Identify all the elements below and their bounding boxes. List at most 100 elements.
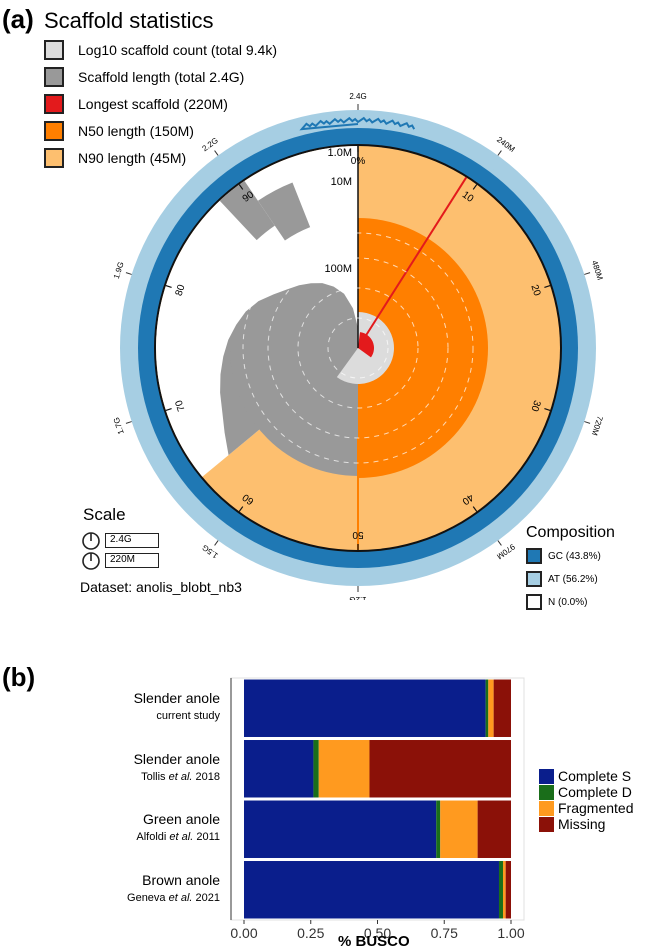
legend-swatch: [44, 94, 64, 114]
busco-bar-segment: [502, 861, 506, 919]
busco-legend-item: Fragmented: [539, 800, 633, 816]
scaffold-legend-item: N50 length (150M): [44, 121, 194, 141]
composition-swatch: [526, 594, 542, 610]
busco-legend-label: Fragmented: [558, 800, 634, 816]
outer-tick-label: 1.2G: [349, 595, 366, 600]
outer-tick: [214, 150, 219, 156]
outer-tick-label: 1.9G: [112, 261, 126, 280]
panel-b-label: (b): [2, 662, 36, 692]
legend-label: Scaffold length (total 2.4G): [78, 69, 245, 85]
scale-value-longest: 220M: [105, 553, 159, 568]
busco-bar-segment: [318, 740, 370, 798]
radial-gridline: [242, 232, 474, 464]
bar-category-sublabel: Alfoldi et al. 2011: [136, 831, 220, 844]
busco-bar-segment: [498, 861, 503, 919]
outer-tick: [584, 272, 591, 275]
inner-tick-label: 0%: [351, 156, 366, 167]
scaffold-legend-item: Longest scaffold (220M): [44, 94, 228, 114]
scale-value-total: 2.4G: [105, 533, 159, 548]
busco-bar-segment: [440, 800, 478, 858]
inner-tick: [165, 285, 172, 289]
inner-tick: [472, 184, 478, 190]
radial-tick-label: 10M: [331, 176, 352, 188]
radial-tick-label: 100M: [324, 263, 352, 275]
busco-legend-swatch: [539, 768, 554, 784]
legend-swatch: [44, 67, 64, 87]
outer-tick-label: 720M: [590, 415, 605, 437]
busco-legend-item: Complete D: [539, 784, 632, 800]
radial-gridline: [267, 257, 449, 439]
busco-bar-segment: [244, 861, 499, 919]
outer-tick-label: 240M: [495, 135, 517, 154]
radial-tick-label: 1.0M: [328, 147, 352, 159]
busco-legend-label: Complete D: [558, 784, 632, 800]
scaffold-legend-item: N90 length (45M): [44, 148, 186, 168]
bar-category-label: Slender anole: [133, 750, 220, 767]
bar-category-label: Green anole: [142, 811, 220, 828]
busco-bar-segment: [488, 679, 494, 737]
snail-plot: 1.0M 10M 100M 2.4G 240M 480M 720M 970M 1.2G 1.5G 1…: [112, 92, 605, 600]
legend-swatch: [44, 40, 64, 60]
scaffold-legend-item: Scaffold length (total 2.4G): [44, 67, 244, 87]
busco-bar-segment: [244, 800, 437, 858]
inner-tick: [544, 407, 551, 411]
busco-bar-segment: [505, 861, 511, 919]
outer-tick: [214, 540, 219, 546]
outer-tick: [125, 421, 132, 424]
radial-gridline: [327, 317, 389, 379]
busco-legend-item: Missing: [539, 816, 605, 832]
inner-tick: [238, 184, 244, 190]
longest-scaffold-area: [358, 332, 374, 358]
outer-tick-label: 1.5G: [201, 543, 220, 560]
inner-tick: [472, 506, 478, 512]
inner-tick-label: 20: [528, 283, 542, 297]
composition-legend-item: GC (43.8%): [526, 548, 601, 564]
busco-bar-segment: [313, 740, 319, 798]
busco-legend-swatch: [539, 784, 554, 800]
legend-swatch: [44, 121, 64, 141]
x-axis-title: % BUSCO: [338, 933, 410, 950]
outer-tick-label: 1.7G: [112, 416, 126, 435]
inner-tick-label: 50: [352, 529, 364, 540]
n50-area: [358, 218, 488, 478]
composition-legend-item: N (0.0%): [526, 594, 587, 610]
snail-plot-title: Scaffold statistics: [44, 8, 214, 33]
legend-label: N90 length (45M): [78, 150, 187, 166]
scale-circle-icon: [82, 532, 100, 550]
outer-tick-label: 480M: [590, 259, 605, 281]
inner-tick: [544, 285, 551, 289]
x-tick-label: 0.75: [431, 925, 458, 941]
legend-label: Log10 scaffold count (total 9.4k): [78, 42, 277, 58]
outer-tick-label: 970M: [495, 542, 517, 561]
legend-label: N50 length (150M): [78, 123, 194, 139]
bar-category-label: Brown anole: [142, 871, 220, 888]
scale-circle-icon: [82, 552, 100, 570]
busco-bar-segment: [369, 740, 511, 798]
outer-tick: [584, 421, 591, 424]
composition-legend-item: AT (56.2%): [526, 571, 598, 587]
bar-category-sublabel: current study: [156, 710, 220, 723]
outer-tick-label: 2.2G: [201, 136, 220, 153]
inner-tick-label: 70: [174, 398, 188, 412]
scaffold-length-tail: [219, 180, 275, 241]
busco-legend-label: Complete S: [558, 768, 632, 784]
busco-legend-swatch: [539, 816, 554, 832]
outer-tick: [497, 540, 502, 546]
busco-bar-chart: 0.00 0.25 0.50 0.75 1.00: [230, 677, 525, 941]
bar-category-label: Slender anole: [133, 690, 220, 707]
busco-bar-segment: [493, 679, 511, 737]
inner-tick: [165, 407, 172, 411]
composition-label: GC (43.8%): [548, 550, 601, 562]
panel-a-label: (a): [2, 4, 34, 34]
composition-swatch: [526, 571, 542, 587]
dataset-name: Dataset: anolis_blobt_nb3: [80, 579, 242, 595]
outer-tick-label: 2.4G: [349, 92, 366, 101]
bar-category-sublabel: Tollis et al. 2018: [141, 770, 220, 783]
x-tick-label: 0.50: [364, 925, 391, 941]
composition-label: N (0.0%): [548, 596, 588, 608]
x-tick-label: 1.00: [497, 925, 524, 941]
composition-label: AT (56.2%): [548, 573, 598, 585]
busco-bar-segment: [477, 800, 511, 858]
scaffold-length-area: [230, 348, 358, 476]
busco-bar-segment: [436, 800, 441, 858]
